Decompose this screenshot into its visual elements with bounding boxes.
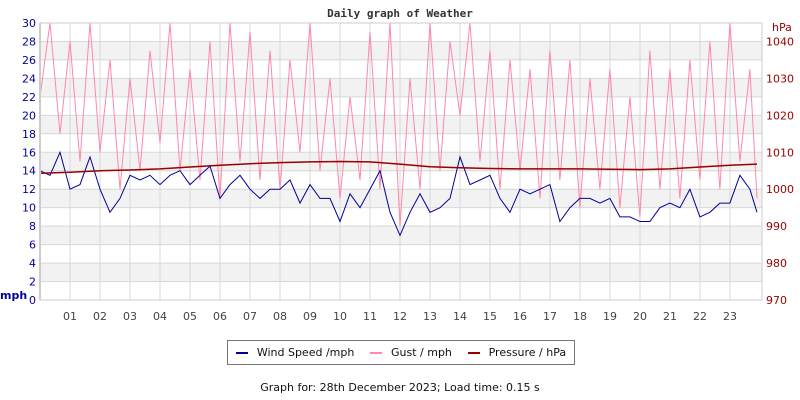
grid-band xyxy=(40,226,762,245)
x-tick-label: 23 xyxy=(723,310,737,323)
y-left-tick-label: 18 xyxy=(22,128,36,141)
legend: Wind Speed /mph Gust / mph Pressure / hP… xyxy=(227,340,575,365)
x-tick-label: 21 xyxy=(663,310,677,323)
y-left-tick-label: 30 xyxy=(22,17,36,30)
y-left-tick-label: 28 xyxy=(22,35,36,48)
y-axis-left-label: mph xyxy=(0,289,27,302)
y-right-tick-label: 1030 xyxy=(766,72,794,85)
legend-label: Pressure / hPa xyxy=(488,346,567,359)
x-tick-label: 02 xyxy=(93,310,107,323)
x-tick-label: 22 xyxy=(693,310,707,323)
x-tick-label: 06 xyxy=(213,310,227,323)
x-tick-label: 07 xyxy=(243,310,257,323)
wind-speed-line xyxy=(39,150,758,237)
y-left-tick-label: 0 xyxy=(29,294,36,307)
y-axis-right-label: hPa xyxy=(772,21,792,34)
x-tick-label: 17 xyxy=(543,310,557,323)
legend-item-pressure: Pressure / hPa xyxy=(467,346,567,359)
grid-band xyxy=(40,152,762,171)
legend-item-wind-speed: Wind Speed /mph xyxy=(235,346,355,359)
y-left-tick-label: 24 xyxy=(22,72,36,85)
x-tick-label: 16 xyxy=(513,310,527,323)
y-left-tick-label: 10 xyxy=(22,202,36,215)
grid-band xyxy=(40,78,762,97)
x-tick-label: 03 xyxy=(123,310,137,323)
y-left-tick-label: 16 xyxy=(22,146,36,159)
y-left-tick-label: 22 xyxy=(22,91,36,104)
y-right-tick-label: 1020 xyxy=(766,109,794,122)
legend-swatch-gust xyxy=(370,351,382,354)
legend-swatch-pressure xyxy=(467,351,480,354)
x-tick-label: 15 xyxy=(483,310,497,323)
x-tick-label: 20 xyxy=(633,310,647,323)
legend-label: Gust / mph xyxy=(391,346,452,359)
y-left-tick-label: 8 xyxy=(29,220,36,233)
grid-band xyxy=(40,115,762,134)
x-tick-label: 11 xyxy=(363,310,377,323)
y-left-tick-label: 14 xyxy=(22,165,36,178)
y-right-tick-label: 1000 xyxy=(766,183,794,196)
y-right-tick-label: 1040 xyxy=(766,35,794,48)
legend-swatch-wind-speed xyxy=(235,351,248,354)
x-tick-label: 13 xyxy=(423,310,437,323)
footer-status: Graph for: 28th December 2023; Load time… xyxy=(260,381,540,394)
y-right-tick-label: 1010 xyxy=(766,146,794,159)
chart-title: Daily graph of Weather xyxy=(327,7,473,20)
weather-chart: 0246810121416182022242628309709809901000… xyxy=(0,7,794,323)
gust-line xyxy=(39,22,758,227)
x-tick-label: 05 xyxy=(183,310,197,323)
legend-item-gust: Gust / mph xyxy=(370,346,452,359)
grid-band xyxy=(40,41,762,60)
y-right-tick-label: 980 xyxy=(766,257,787,270)
y-left-tick-label: 2 xyxy=(29,276,36,289)
pressure-line xyxy=(39,160,758,175)
x-tick-label: 12 xyxy=(393,310,407,323)
y-left-tick-label: 20 xyxy=(22,109,36,122)
y-left-tick-label: 6 xyxy=(29,239,36,252)
y-left-tick-label: 12 xyxy=(22,183,36,196)
y-left-tick-label: 26 xyxy=(22,54,36,67)
x-tick-label: 14 xyxy=(453,310,467,323)
x-tick-label: 01 xyxy=(63,310,77,323)
x-tick-label: 08 xyxy=(273,310,287,323)
legend-label: Wind Speed /mph xyxy=(256,346,355,359)
x-tick-label: 04 xyxy=(153,310,167,323)
x-tick-label: 19 xyxy=(603,310,617,323)
x-tick-label: 10 xyxy=(333,310,347,323)
x-tick-label: 09 xyxy=(303,310,317,323)
y-right-tick-label: 970 xyxy=(766,294,787,307)
y-right-tick-label: 990 xyxy=(766,220,787,233)
x-tick-label: 18 xyxy=(573,310,587,323)
grid-band xyxy=(40,263,762,282)
y-left-tick-label: 4 xyxy=(29,257,36,270)
